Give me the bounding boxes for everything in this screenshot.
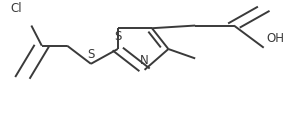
Text: N: N — [140, 54, 149, 67]
Text: S: S — [87, 48, 95, 61]
Text: Cl: Cl — [11, 2, 22, 15]
Text: OH: OH — [267, 32, 285, 45]
Text: S: S — [114, 30, 121, 43]
